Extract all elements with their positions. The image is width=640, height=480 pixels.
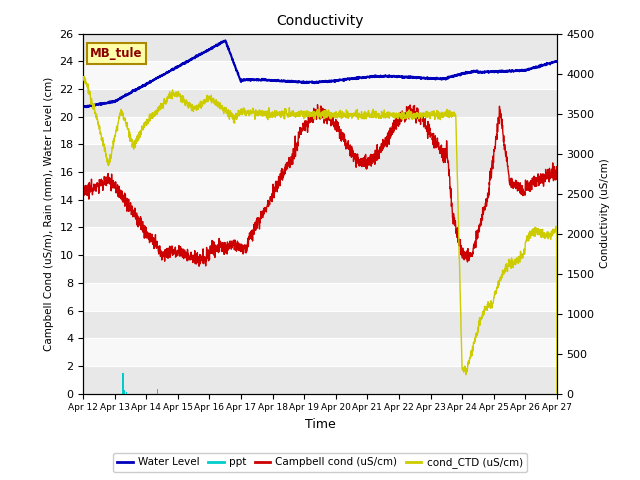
Bar: [83, 144, 557, 172]
Bar: [83, 34, 557, 61]
Bar: [83, 89, 557, 117]
Bar: [83, 172, 557, 200]
X-axis label: Time: Time: [305, 418, 335, 431]
Bar: [83, 311, 557, 338]
Bar: [83, 61, 557, 89]
Title: Conductivity: Conductivity: [276, 14, 364, 28]
Bar: [83, 117, 557, 144]
Legend: Water Level, ppt, Campbell cond (uS/cm), cond_CTD (uS/cm): Water Level, ppt, Campbell cond (uS/cm),…: [113, 453, 527, 472]
Bar: [83, 200, 557, 228]
Text: MB_tule: MB_tule: [90, 47, 143, 60]
Bar: [83, 366, 557, 394]
Bar: [83, 255, 557, 283]
Y-axis label: Campbell Cond (uS/m), Rain (mm), Water Level (cm): Campbell Cond (uS/m), Rain (mm), Water L…: [44, 76, 54, 351]
Bar: [83, 228, 557, 255]
Bar: [83, 338, 557, 366]
Bar: [83, 283, 557, 311]
Y-axis label: Conductivity (uS/cm): Conductivity (uS/cm): [600, 159, 610, 268]
